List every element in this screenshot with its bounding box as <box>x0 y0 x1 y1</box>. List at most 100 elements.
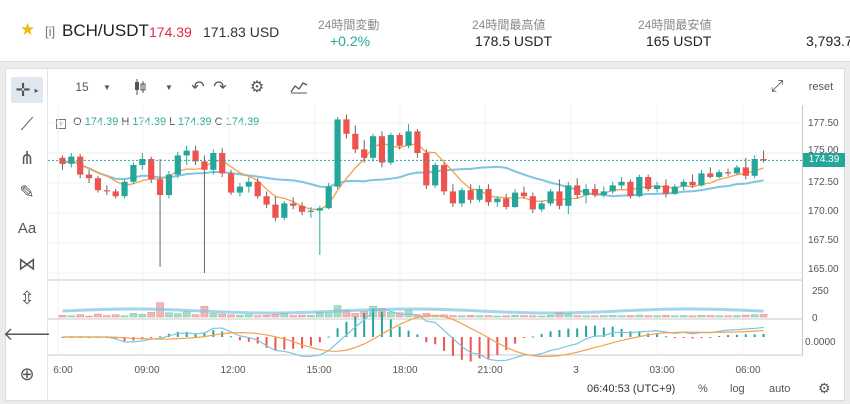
chart-plot[interactable] <box>48 69 803 379</box>
candle-body <box>609 185 616 192</box>
volume-value: 3,793.7 <box>806 33 850 49</box>
auto-scale-toggle[interactable]: auto <box>769 383 791 395</box>
text-tool-button[interactable]: Aa <box>11 215 43 241</box>
macd-histogram-bar <box>318 337 321 343</box>
percent-scale-toggle[interactable]: % <box>698 383 708 395</box>
redo-icon[interactable]: ↷ <box>213 79 227 96</box>
macd-histogram-bar <box>194 333 197 337</box>
volume-bar <box>271 314 280 318</box>
macd-histogram-bar <box>629 331 632 337</box>
crosshair-tool-button[interactable]: ✛ ▸ <box>11 77 43 103</box>
candle-body <box>103 190 110 192</box>
log-scale-toggle[interactable]: log <box>730 383 745 395</box>
reset-button[interactable]: reset <box>808 81 834 93</box>
candle-body <box>59 157 66 164</box>
macd-histogram-bar <box>735 334 738 337</box>
trendline-icon: ⟋ <box>20 113 34 134</box>
macd-histogram-bar <box>682 337 685 338</box>
macd-histogram-bar <box>558 330 561 337</box>
ohlc-legend: + O 174.39 H 174.39 L 174.39 C 174.39 <box>56 116 259 129</box>
candle-body <box>556 191 563 206</box>
volume-bar <box>120 315 129 318</box>
fullscreen-icon[interactable]: ⤢ <box>770 78 784 95</box>
candle-body <box>165 174 173 195</box>
trendline-tool-button[interactable]: ⟋ <box>11 111 43 137</box>
macd-histogram-bar <box>301 337 304 349</box>
measure-tool-button[interactable]: ⇳ <box>11 285 43 311</box>
candle-body <box>698 173 705 186</box>
volume-bar <box>111 314 120 318</box>
macd-histogram-bar <box>407 330 410 337</box>
time-tick: 12:00 <box>220 365 246 376</box>
candle-body <box>476 189 483 200</box>
candle-body <box>636 177 643 197</box>
macd-histogram-bar <box>718 335 721 337</box>
zoom-tool-button[interactable]: ⊕ <box>11 361 43 387</box>
candle-body <box>565 185 572 206</box>
time-tick: 15:00 <box>306 365 332 376</box>
back-tool-button[interactable]: 🡐 <box>3 321 51 347</box>
candle-body <box>343 119 350 134</box>
time-tick: 09:00 <box>134 365 160 376</box>
candle-body <box>547 191 554 204</box>
candle-body <box>334 119 341 187</box>
interval-select[interactable]: 15 <box>75 80 89 94</box>
candle-body <box>369 136 377 158</box>
measure-icon: ⇳ <box>19 287 35 308</box>
price-tick: 167.50 <box>808 235 839 246</box>
brush-tool-button[interactable]: ✎ <box>11 179 43 205</box>
pattern-tool-button[interactable]: ⋈ <box>11 251 43 277</box>
pair-name[interactable]: BCH/USDT <box>62 21 149 40</box>
candle-body <box>680 181 687 187</box>
time-tick: 3 <box>573 365 579 376</box>
scale-settings-gear-icon[interactable]: ⚙ <box>818 380 831 396</box>
fork-tool-button[interactable]: ⋔ <box>11 145 43 171</box>
macd-histogram-bar <box>585 325 588 337</box>
undo-icon[interactable]: ↶ <box>191 79 205 96</box>
macd-histogram-bar <box>522 337 525 339</box>
candle-body <box>520 192 528 197</box>
volume-bar <box>742 314 750 318</box>
candle-body <box>156 179 164 195</box>
chart-type-chevron-down-icon[interactable]: ▼ <box>165 82 173 92</box>
macd-histogram-bar <box>203 333 206 337</box>
current-price-tag: 174.39 <box>803 153 845 167</box>
volume-bar <box>724 315 732 318</box>
macd-histogram-bar <box>309 337 312 346</box>
ticker-header: ★ [i] BCH/USDT 174.39 171.83 USD 24時間変動 … <box>0 0 850 62</box>
candle-body <box>68 156 75 164</box>
interval-chevron-down-icon[interactable]: ▼ <box>103 82 111 92</box>
macd-histogram-bar <box>230 336 233 338</box>
macd-histogram-bar <box>691 337 694 339</box>
low-value: 165 USDT <box>646 33 712 49</box>
macd-tick: 0.0000 <box>805 337 836 348</box>
candle-body <box>85 174 93 179</box>
macd-histogram-bar <box>283 337 286 350</box>
candle-body <box>378 136 386 163</box>
settings-gear-icon[interactable]: ⚙ <box>249 79 265 96</box>
indicators-icon[interactable] <box>289 77 309 97</box>
time-tick: 06:00 <box>735 365 761 376</box>
volume-bar <box>138 314 147 318</box>
candle-body <box>139 159 146 165</box>
volume-bar <box>147 311 155 318</box>
candle-body <box>245 181 252 187</box>
candle-body <box>582 189 590 195</box>
macd-histogram-bar <box>416 334 419 337</box>
volume-bar <box>653 315 661 318</box>
candlestick-icon <box>135 79 146 95</box>
price-tick: 170.00 <box>808 206 839 217</box>
macd-histogram-bar <box>141 337 144 340</box>
volume-bar <box>600 315 608 318</box>
favorite-star-icon[interactable]: ★ <box>20 20 36 39</box>
volume-bar <box>608 315 617 318</box>
arrow-left-icon: 🡐 <box>2 323 52 344</box>
volume-bar <box>706 315 715 318</box>
ohlc-h-value: 174.39 <box>132 116 167 128</box>
candle-body <box>307 210 315 212</box>
volume-bar <box>671 315 679 318</box>
candle-type-icon[interactable] <box>131 77 149 97</box>
last-price-usd: 171.83 USD <box>203 24 280 40</box>
candle-body <box>121 181 128 197</box>
chart-window: ✛ ▸ ⟋ ⋔ ✎ Aa ⋈ ⇳ 🡐 ⊕ 15 ▼ ▼ ↶ ↷ ⚙ ⤢ reset… <box>3 68 845 402</box>
